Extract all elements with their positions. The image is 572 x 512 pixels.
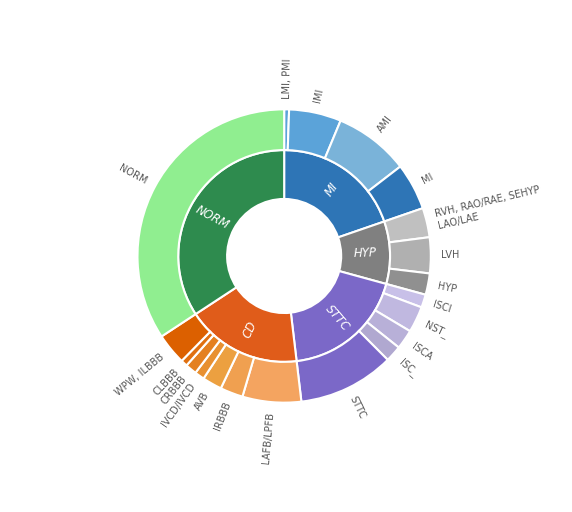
Text: HYP: HYP (354, 246, 378, 260)
Text: STTC: STTC (323, 302, 352, 333)
Wedge shape (221, 352, 254, 397)
Text: MI: MI (420, 172, 435, 186)
Text: MI: MI (322, 180, 341, 199)
Wedge shape (297, 331, 388, 401)
Wedge shape (368, 166, 423, 222)
Text: LVH: LVH (441, 250, 459, 260)
Text: NORM: NORM (193, 203, 232, 231)
Text: CLBBB: CLBBB (151, 367, 181, 398)
Wedge shape (383, 284, 426, 307)
Wedge shape (137, 110, 284, 336)
Wedge shape (284, 150, 384, 238)
Text: NORM: NORM (117, 163, 149, 186)
Text: ISCA: ISCA (410, 341, 434, 362)
Wedge shape (243, 357, 301, 402)
Text: CD: CD (240, 319, 259, 340)
Wedge shape (196, 287, 297, 362)
Wedge shape (204, 345, 239, 388)
Text: ISC_: ISC_ (398, 356, 420, 378)
Wedge shape (196, 340, 226, 378)
Wedge shape (367, 310, 410, 348)
Text: CRBBB: CRBBB (159, 374, 188, 407)
Wedge shape (386, 269, 430, 295)
Text: NST_: NST_ (423, 319, 450, 339)
Text: IRBBB: IRBBB (212, 400, 232, 432)
Wedge shape (288, 110, 340, 158)
Wedge shape (161, 314, 210, 361)
Text: LAFB/LPFB: LAFB/LPFB (261, 412, 276, 464)
Wedge shape (182, 332, 213, 366)
Wedge shape (325, 121, 400, 191)
Text: HYP: HYP (437, 281, 458, 295)
Wedge shape (178, 150, 284, 314)
Text: IMI: IMI (313, 88, 325, 104)
Text: STTC: STTC (348, 395, 367, 421)
Text: LMI, PMI: LMI, PMI (282, 58, 292, 99)
Wedge shape (284, 110, 289, 150)
Wedge shape (359, 322, 399, 360)
Wedge shape (375, 293, 422, 331)
Text: AVB: AVB (193, 390, 211, 412)
Wedge shape (384, 208, 430, 242)
Text: AMI: AMI (376, 114, 395, 135)
Wedge shape (291, 271, 386, 361)
Wedge shape (186, 335, 220, 373)
Text: RVH, RAO/RAE, SEHYP
LAO/LAE: RVH, RAO/RAE, SEHYP LAO/LAE (434, 185, 544, 231)
Text: WPW, ILBBB: WPW, ILBBB (113, 352, 166, 398)
Wedge shape (389, 237, 431, 273)
Text: ISCI: ISCI (432, 300, 452, 315)
Wedge shape (338, 222, 390, 284)
Text: IVCD/IVCD: IVCD/IVCD (160, 381, 197, 429)
